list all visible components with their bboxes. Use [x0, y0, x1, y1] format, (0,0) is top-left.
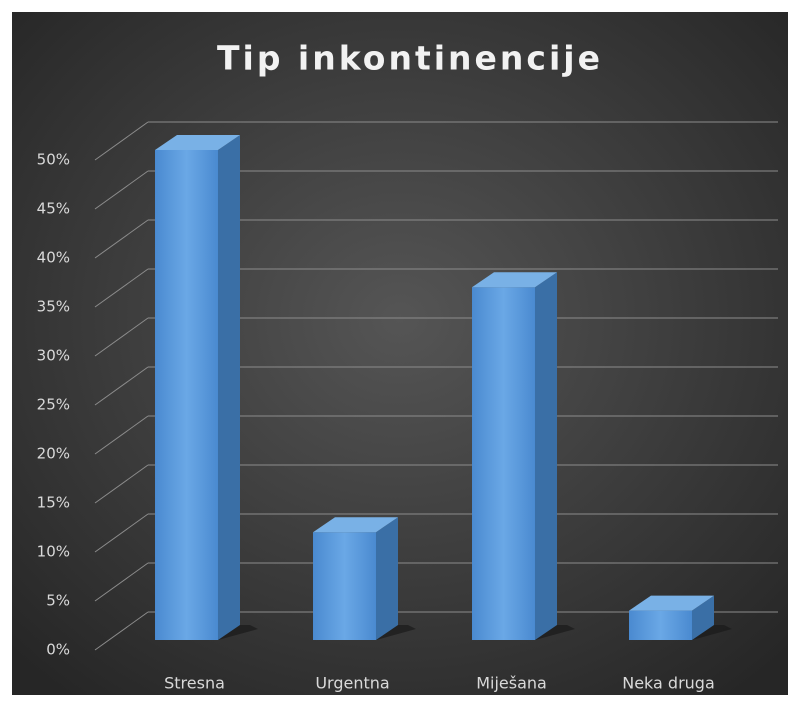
- grid-line-side: [94, 170, 149, 210]
- bar-top: [313, 517, 398, 533]
- x-tick-label: Urgentna: [315, 674, 389, 693]
- bar-top: [472, 272, 557, 288]
- y-tick-label: 0%: [46, 641, 70, 659]
- bar: [155, 135, 258, 640]
- grid-line-side: [94, 513, 149, 553]
- y-tick-label: 5%: [46, 592, 70, 610]
- y-tick-label: 15%: [37, 494, 70, 512]
- y-tick-label: 30%: [37, 347, 70, 365]
- bar: [629, 595, 732, 640]
- bar-front: [472, 287, 535, 640]
- bar-side: [692, 595, 714, 640]
- bar: [313, 517, 416, 640]
- bar: [472, 272, 575, 640]
- chart-title: Tip inkontinencije: [217, 39, 603, 78]
- y-tick-label: 40%: [37, 249, 70, 267]
- x-tick-label: Neka druga: [622, 674, 715, 693]
- x-tick-label: Miješana: [476, 674, 547, 693]
- grid-line-side: [94, 317, 149, 357]
- grid-line-side: [94, 415, 149, 455]
- bar-front: [629, 610, 692, 640]
- grid-line-side: [94, 611, 149, 651]
- grid-line-side: [94, 219, 149, 259]
- y-tick-label: 45%: [37, 200, 70, 218]
- grid-line-side: [94, 562, 149, 602]
- y-tick-label: 25%: [37, 396, 70, 414]
- bar-side: [218, 135, 240, 640]
- x-tick-label: Stresna: [164, 674, 225, 693]
- grid-line-side: [94, 268, 149, 308]
- grid-line-side: [94, 121, 149, 161]
- bar-top: [629, 595, 714, 611]
- y-tick-label: 20%: [37, 445, 70, 463]
- bar-top: [155, 135, 240, 150]
- grid-line-side: [94, 464, 149, 504]
- bar-front: [313, 532, 376, 640]
- y-tick-label: 50%: [37, 151, 70, 169]
- y-tick-label: 10%: [37, 543, 70, 561]
- bar-side: [535, 272, 557, 640]
- y-tick-label: 35%: [37, 298, 70, 316]
- chart-background: [12, 12, 788, 695]
- bar-side: [376, 517, 398, 640]
- bar-front: [155, 150, 218, 640]
- grid-line-side: [94, 366, 149, 406]
